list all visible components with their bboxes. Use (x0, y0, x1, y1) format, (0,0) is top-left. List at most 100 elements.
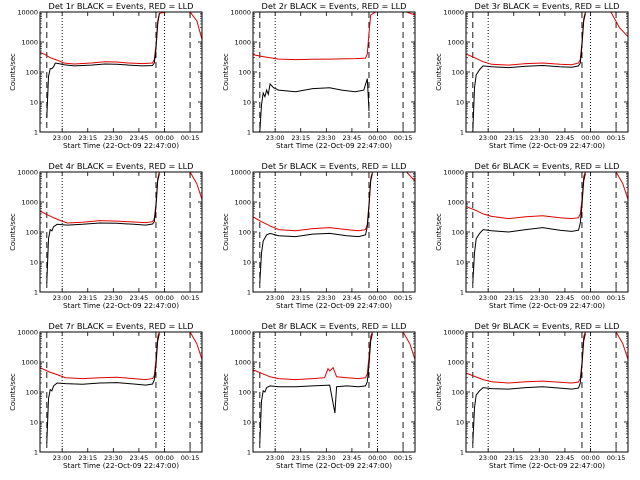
panel-title: Det 7r BLACK = Events, RED = LLD (49, 321, 194, 331)
plot-frame (252, 331, 416, 453)
y-axis-label: Counts/sec (9, 53, 17, 91)
x-tick-label: 23:45 (556, 454, 575, 462)
y-tick-label: 100 (26, 229, 38, 237)
x-tick-label: 23:45 (343, 454, 362, 462)
plot-frame (39, 331, 203, 453)
detector-panel: Det 5r BLACK = Events, RED = LLD 1 10 100 10… (222, 161, 416, 310)
y-tick-label: 10000 (230, 169, 251, 177)
x-tick-label: 23:00 (479, 454, 498, 462)
panel-title: Det 9r BLACK = Events, RED = LLD (475, 321, 620, 331)
x-tick-label: 00:00 (581, 134, 600, 142)
y-tick-label: 1000 (21, 39, 38, 47)
x-tick-label: 23:15 (504, 294, 523, 302)
x-tick-label: 23:45 (343, 294, 362, 302)
x-tick-label: 23:30 (104, 294, 123, 302)
x-axis-label: Start Time (22-Oct-09 22:47:00) (489, 461, 605, 470)
x-tick-label: 23:45 (343, 134, 362, 142)
lld-series-line (40, 12, 202, 65)
x-tick-label: 23:00 (479, 294, 498, 302)
y-tick-label: 10000 (17, 329, 38, 337)
x-tick-label: 00:00 (155, 134, 174, 142)
y-tick-label: 10000 (230, 9, 251, 17)
x-tick-label: 23:45 (130, 294, 149, 302)
x-tick-label: 00:15 (181, 454, 200, 462)
x-tick-label: 00:15 (607, 134, 626, 142)
x-axis-label: Start Time (22-Oct-09 22:47:00) (489, 301, 605, 310)
y-tick-label: 1000 (234, 39, 251, 47)
y-tick-label: 10000 (230, 329, 251, 337)
x-tick-label: 23:30 (317, 294, 336, 302)
y-axis-label: Counts/sec (9, 373, 17, 411)
y-tick-label: 100 (26, 389, 38, 397)
x-axis-label: Start Time (22-Oct-09 22:47:00) (63, 141, 179, 150)
x-tick-label: 23:15 (291, 454, 310, 462)
y-tick-label: 1 (460, 449, 464, 457)
detector-panel: Det 3r BLACK = Events, RED = LLD 1 10 100 10… (435, 1, 629, 150)
detector-panel: Det 7r BLACK = Events, RED = LLD 1 10 100 10… (9, 321, 203, 470)
lld-series-line (253, 12, 415, 61)
x-axis-label: Start Time (22-Oct-09 22:47:00) (489, 141, 605, 150)
x-tick-label: 23:15 (78, 454, 97, 462)
y-tick-label: 10 (243, 419, 251, 427)
y-axis-label: Counts/sec (222, 53, 230, 91)
plot-frame (465, 11, 629, 133)
y-tick-label: 1000 (447, 199, 464, 207)
events-series-line (46, 333, 160, 444)
x-tick-label: 00:15 (181, 294, 200, 302)
x-axis-label: Start Time (22-Oct-09 22:47:00) (276, 141, 392, 150)
events-series-line (472, 13, 586, 132)
detector-panel: Det 8r BLACK = Events, RED = LLD 1 10 100 10… (222, 321, 416, 470)
x-tick-label: 00:00 (581, 454, 600, 462)
x-tick-label: 23:00 (53, 134, 72, 142)
x-tick-label: 00:15 (607, 294, 626, 302)
detector-panel: Det 4r BLACK = Events, RED = LLD 1 10 100 10… (9, 161, 203, 310)
y-tick-label: 100 (239, 69, 251, 77)
events-series-line (46, 173, 160, 284)
x-tick-label: 00:00 (368, 294, 387, 302)
x-tick-label: 23:00 (266, 134, 285, 142)
x-tick-label: 23:30 (104, 454, 123, 462)
y-tick-label: 10000 (443, 9, 464, 17)
y-tick-label: 100 (452, 389, 464, 397)
y-tick-label: 1000 (234, 199, 251, 207)
y-axis-label: Counts/sec (222, 213, 230, 251)
plot-frame (465, 171, 629, 293)
events-series-line (472, 173, 586, 284)
events-series-line (259, 173, 373, 284)
y-tick-label: 10 (30, 259, 38, 267)
lld-series-line (40, 332, 202, 381)
detector-panel: Det 9r BLACK = Events, RED = LLD 1 10 100 10… (435, 321, 629, 470)
x-tick-label: 00:00 (368, 454, 387, 462)
lld-series-line (40, 172, 202, 224)
y-tick-label: 10 (30, 99, 38, 107)
x-tick-label: 23:45 (130, 134, 149, 142)
x-tick-label: 00:15 (394, 294, 413, 302)
x-tick-label: 00:00 (368, 134, 387, 142)
x-axis-label: Start Time (22-Oct-09 22:47:00) (276, 301, 392, 310)
x-tick-label: 00:00 (155, 454, 174, 462)
x-tick-label: 23:15 (504, 134, 523, 142)
y-tick-label: 1000 (21, 359, 38, 367)
detector-panel: Det 2r BLACK = Events, RED = LLD 1 10 100 10… (222, 1, 416, 150)
y-tick-label: 1 (460, 129, 464, 137)
lld-series-line (253, 332, 415, 381)
y-tick-label: 10 (243, 259, 251, 267)
x-axis-label: Start Time (22-Oct-09 22:47:00) (63, 461, 179, 470)
panel-title: Det 1r BLACK = Events, RED = LLD (49, 1, 194, 11)
y-tick-label: 100 (452, 229, 464, 237)
x-tick-label: 23:15 (504, 454, 523, 462)
y-tick-label: 1 (247, 129, 251, 137)
panel-title: Det 2r BLACK = Events, RED = LLD (262, 1, 407, 11)
events-series-line (259, 333, 373, 444)
x-tick-label: 23:00 (266, 454, 285, 462)
x-tick-label: 23:15 (291, 134, 310, 142)
y-tick-label: 1 (34, 129, 38, 137)
y-tick-label: 100 (452, 69, 464, 77)
x-tick-label: 23:45 (130, 454, 149, 462)
y-tick-label: 10 (456, 259, 464, 267)
y-tick-label: 10000 (17, 9, 38, 17)
y-tick-label: 1000 (447, 359, 464, 367)
panel-title: Det 3r BLACK = Events, RED = LLD (475, 1, 620, 11)
y-tick-label: 1 (34, 449, 38, 457)
